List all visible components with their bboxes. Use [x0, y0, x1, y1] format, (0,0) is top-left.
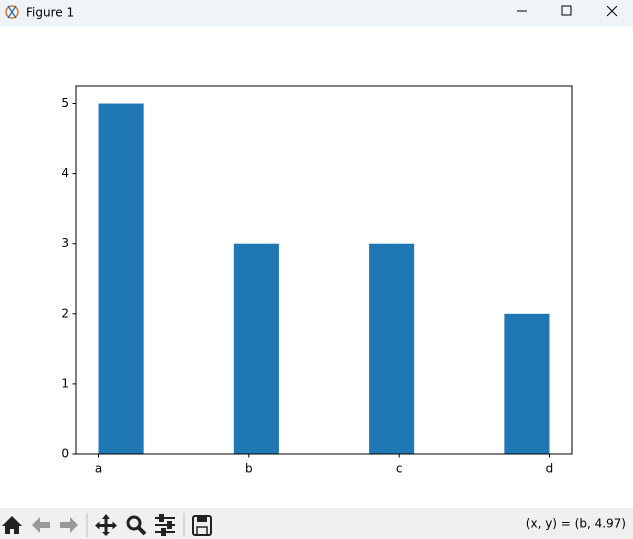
y-tick-label: 3	[61, 236, 69, 250]
plot: 0 1 2 3 4 5 a b c d	[61, 96, 553, 475]
bar	[369, 243, 415, 454]
close-button[interactable]	[606, 5, 618, 17]
axes-frame	[75, 85, 573, 455]
save-button[interactable]	[192, 515, 212, 536]
y-tick-label: 0	[61, 447, 69, 461]
toolbar-icons	[2, 513, 212, 537]
y-tick-label: 1	[61, 376, 69, 390]
x-tick-label: b	[245, 462, 253, 476]
window-title: Figure 1	[26, 6, 74, 20]
status-text: (x, y) = (b, 4.97)	[526, 517, 626, 531]
axes-background	[76, 86, 572, 454]
x-tick-label: d	[546, 462, 554, 476]
y-tick-label: 2	[61, 306, 69, 320]
zoom-button[interactable]	[126, 515, 147, 536]
y-tick-label: 4	[61, 166, 69, 180]
title-bar	[0, 0, 633, 27]
forward-button[interactable]	[60, 517, 78, 533]
y-tick-label: 5	[61, 96, 69, 110]
maximize-button[interactable]	[561, 5, 572, 16]
back-button[interactable]	[32, 517, 50, 533]
x-tick-label: a	[95, 462, 102, 476]
home-button[interactable]	[2, 516, 22, 534]
app-icon	[5, 5, 19, 19]
x-tick-label: c	[396, 462, 403, 476]
bar	[233, 243, 279, 454]
pan-button[interactable]	[95, 514, 117, 536]
bar	[98, 103, 144, 455]
bar	[504, 313, 550, 454]
configure-button[interactable]	[155, 514, 175, 536]
